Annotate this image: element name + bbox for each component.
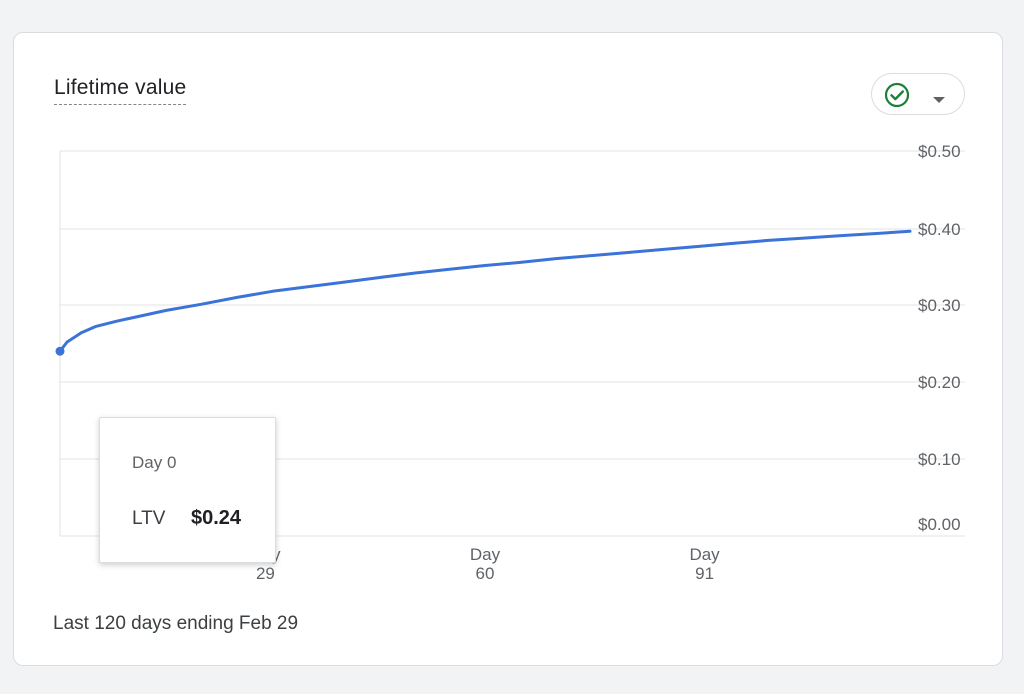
y-tick-label: $0.30 (918, 296, 961, 315)
y-tick-label: $0.00 (918, 515, 961, 534)
check-circle-icon (884, 82, 910, 113)
date-range-note: Last 120 days ending Feb 29 (53, 613, 299, 634)
highlighted-point (55, 346, 65, 356)
y-tick-label: $0.10 (918, 450, 961, 469)
tooltip-metric-value: $0.24 (191, 507, 242, 529)
y-tick-label: $0.20 (918, 373, 961, 392)
status-dropdown[interactable] (871, 73, 965, 115)
x-tick-label: 29 (256, 564, 275, 583)
card-title[interactable]: Lifetime value (54, 76, 187, 105)
x-tick-label: 91 (695, 564, 714, 583)
tooltip-metric-label: LTV (132, 508, 166, 529)
chart-tooltip: Day 0 LTV $0.24 (99, 417, 276, 563)
caret-down-icon (932, 91, 946, 109)
x-tick-label: Day (689, 545, 720, 564)
ltv-series-line (58, 229, 912, 353)
y-tick-label: $0.40 (918, 220, 961, 239)
x-tick-label: 60 (476, 564, 495, 583)
tooltip-title: Day 0 (132, 453, 177, 472)
x-tick-label: Day (470, 545, 501, 564)
y-tick-label: $0.50 (918, 142, 961, 161)
